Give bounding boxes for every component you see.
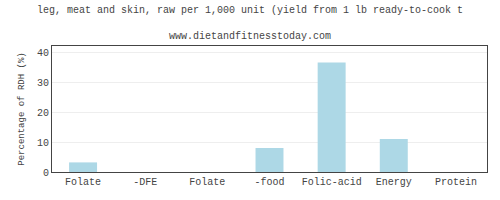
svg-text:Protein: Protein [435,177,477,188]
svg-text:Percentage of RDH (%): Percentage of RDH (%) [17,52,27,165]
svg-text:10: 10 [37,138,49,149]
svg-text:0: 0 [43,168,49,179]
svg-text:-DFE: -DFE [133,177,157,188]
svg-text:Folate: Folate [65,177,101,188]
svg-text:-food: -food [254,177,284,188]
svg-text:Folate: Folate [189,177,225,188]
svg-text:20: 20 [37,108,49,119]
svg-text:Energy: Energy [376,177,412,188]
svg-text:30: 30 [37,78,49,89]
svg-text:40: 40 [37,48,49,59]
svg-text:leg, meat and skin, raw per 1,: leg, meat and skin, raw per 1,000 unit (… [37,5,463,16]
svg-text:www.dietandfitnesstoday.com: www.dietandfitnesstoday.com [169,31,331,42]
svg-text:Folic-acid: Folic-acid [302,177,362,188]
